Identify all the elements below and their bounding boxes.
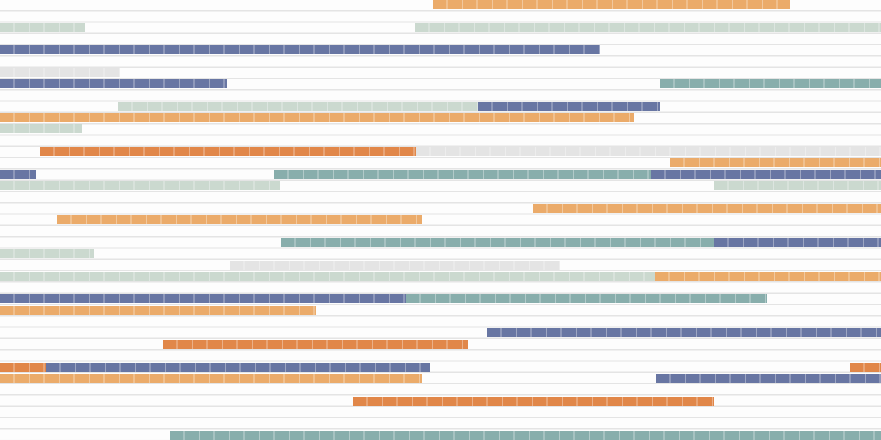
stripe-light-green bbox=[0, 249, 94, 258]
stripe-orange bbox=[57, 215, 422, 224]
stripe-dark-orange bbox=[353, 397, 714, 406]
stripe-light-gray bbox=[230, 261, 560, 270]
stripe-orange bbox=[0, 374, 422, 383]
stripe-teal bbox=[660, 79, 881, 88]
stripe-orange bbox=[670, 158, 881, 167]
stripe-blue bbox=[651, 170, 881, 179]
stripe-orange bbox=[533, 204, 881, 213]
stripe-blue bbox=[487, 328, 881, 337]
stripe-light-green bbox=[0, 23, 85, 32]
stripe-light-green bbox=[415, 23, 881, 32]
stripe-light-green bbox=[118, 102, 478, 111]
stripe-dark-orange bbox=[163, 340, 468, 349]
stripe-orange bbox=[655, 272, 881, 281]
stripe-blue bbox=[656, 374, 881, 383]
stripe-teal bbox=[406, 294, 767, 303]
stripe-blue bbox=[0, 79, 227, 88]
stripe-light-green bbox=[0, 272, 655, 281]
stripe-orange bbox=[0, 113, 634, 122]
stripe-teal bbox=[170, 431, 881, 440]
stripe-light-green bbox=[0, 181, 280, 190]
stripe-blue bbox=[714, 238, 881, 247]
stripe-orange bbox=[0, 306, 316, 315]
stripe-teal bbox=[274, 170, 651, 179]
stripe-orange bbox=[433, 0, 790, 9]
stripe-blue bbox=[0, 45, 600, 54]
stripe-light-green bbox=[714, 181, 881, 190]
stripe-dark-orange bbox=[40, 147, 416, 156]
stripe-blue bbox=[0, 170, 36, 179]
stripe-dark-orange bbox=[850, 363, 881, 372]
stripe-teal bbox=[281, 238, 714, 247]
stripe-light-gray bbox=[416, 147, 881, 156]
stripe-light-gray bbox=[0, 68, 120, 77]
stripe-dark-orange bbox=[0, 363, 46, 372]
stripe-light-green bbox=[0, 124, 82, 133]
stripe-blue bbox=[46, 363, 430, 372]
stripe-blue bbox=[478, 102, 660, 111]
stripe-blue bbox=[0, 294, 406, 303]
